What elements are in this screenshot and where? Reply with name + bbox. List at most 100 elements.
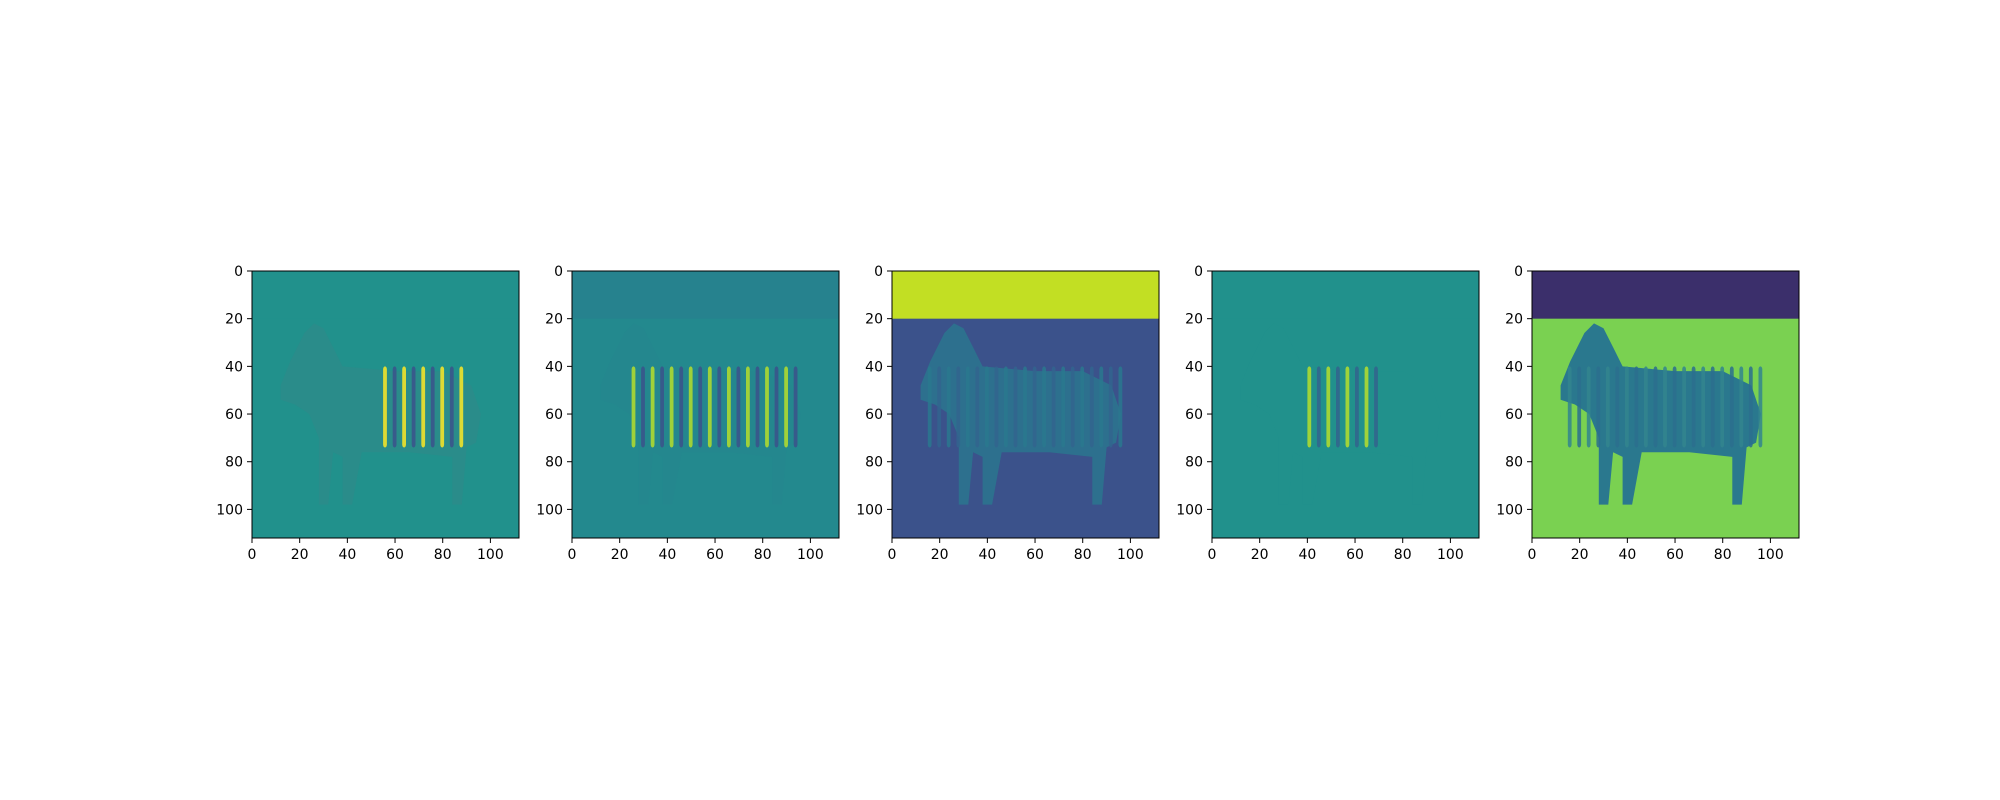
- zebra-stripe: [1013, 366, 1018, 448]
- x-tick-label: 40: [1298, 547, 1316, 563]
- axes-frame: [1531, 270, 1800, 539]
- x-tick-label: 40: [658, 547, 676, 563]
- zebra-silhouette: [1560, 323, 1761, 505]
- y-tick-label: 40: [865, 359, 883, 375]
- zebra-stripe: [937, 366, 942, 448]
- zebra-stripe: [383, 366, 387, 448]
- axes-frame: [251, 270, 520, 539]
- x-tick-label: 40: [1618, 547, 1636, 563]
- zebra-stripe: [717, 366, 722, 448]
- zebra-stripe: [641, 366, 645, 448]
- x-tick-label: 100: [1757, 547, 1784, 563]
- x-tick-label: 60: [1666, 547, 1684, 563]
- zebra-stripe: [421, 366, 426, 448]
- zebra-stripe: [994, 366, 999, 448]
- zebra-stripe: [1739, 366, 1744, 448]
- heatmap-panel-1: 0 20 40 60 80 100 0 20 40 60 80 100: [216, 264, 520, 563]
- y-tick-label: 80: [1505, 455, 1523, 471]
- zebra-stripe: [1051, 366, 1056, 448]
- zebra-stripe: [402, 366, 406, 448]
- zebra-stripe: [1720, 366, 1725, 448]
- zebra-stripe: [698, 366, 703, 448]
- y-tick-label: 60: [865, 407, 883, 423]
- zebra-stripe: [411, 366, 416, 448]
- y-tick-label: 100: [1496, 502, 1523, 518]
- x-tick-label: 20: [1251, 547, 1269, 563]
- heatmap-panel-2: 0 20 40 60 80 100 0 20 40 60 80 100: [536, 264, 840, 563]
- x-tick-label: 0: [568, 547, 577, 563]
- zebra-stripe: [755, 366, 760, 448]
- x-tick-label: 0: [888, 547, 897, 563]
- x-tick-label: 80: [1074, 547, 1092, 563]
- sky-region: [1532, 271, 1799, 319]
- x-tick-label: 100: [1437, 547, 1464, 563]
- x-tick-label: 80: [1394, 547, 1412, 563]
- zebra-stripe: [1316, 366, 1321, 448]
- y-tick-label: 0: [234, 264, 243, 280]
- y-tick-label: 20: [1505, 312, 1523, 328]
- zebra-stripe: [1748, 366, 1753, 448]
- zebra-stripe: [1336, 366, 1340, 448]
- zebra-stripe: [975, 366, 980, 448]
- x-tick-label: 60: [386, 547, 404, 563]
- panels: 0 20 40 60 80 100 0 20 40 60 80 100 0 20 40 60 80 100 0 20 4…: [216, 264, 1800, 563]
- zebra-stripe: [1326, 366, 1331, 448]
- x-tick-label: 80: [754, 547, 772, 563]
- y-tick-label: 100: [216, 502, 243, 518]
- zebra-stripe: [669, 366, 674, 448]
- sky-region: [252, 271, 519, 319]
- zebra-stripe: [946, 366, 951, 448]
- zebra-stripe: [1682, 366, 1686, 448]
- y-tick-label: 60: [1185, 407, 1203, 423]
- y-tick-label: 40: [225, 359, 243, 375]
- heatmap-panel-3: 0 20 40 60 80 100 0 20 40 60 80 100: [856, 264, 1160, 563]
- y-tick-label: 20: [1185, 312, 1203, 328]
- sky-region: [1212, 271, 1479, 319]
- zebra-stripe: [1345, 366, 1350, 448]
- zebra-stripe: [440, 366, 445, 448]
- zebra-stripe: [1108, 366, 1113, 448]
- y-tick-label: 0: [874, 264, 883, 280]
- zebra-stripe: [1586, 366, 1591, 448]
- axes-frame: [891, 270, 1160, 539]
- y-tick-label: 20: [225, 312, 243, 328]
- zebra-stripe: [1004, 366, 1008, 448]
- x-tick-label: 100: [1117, 547, 1144, 563]
- sky-region: [572, 271, 839, 319]
- zebra-stripe: [459, 366, 464, 448]
- y-tick-label: 80: [1185, 455, 1203, 471]
- zebra-stripe: [1089, 366, 1094, 448]
- zebra-stripe: [1070, 366, 1075, 448]
- heatmap-image: [892, 271, 1159, 538]
- x-tick-label: 100: [797, 547, 824, 563]
- zebra-stripe: [449, 366, 454, 448]
- zebra-stripe: [1701, 366, 1706, 448]
- zebra-stripe: [956, 366, 961, 448]
- zebra-silhouette: [280, 323, 481, 505]
- y-tick-label: 0: [1514, 264, 1523, 280]
- zebra-stripe: [707, 366, 712, 448]
- zebra-stripe: [965, 366, 970, 448]
- y-tick-label: 80: [545, 455, 563, 471]
- zebra-stripe: [1099, 366, 1104, 448]
- zebra-stripe: [1355, 366, 1359, 448]
- zebra-stripe: [1042, 366, 1046, 448]
- zebra-stripe: [1710, 366, 1715, 448]
- zebra-stripe: [1644, 366, 1648, 448]
- y-tick-label: 20: [545, 312, 563, 328]
- zebra-stripe: [660, 366, 664, 448]
- heatmap-image: [1212, 271, 1479, 538]
- zebra-stripe: [1615, 366, 1620, 448]
- y-tick-label: 0: [554, 264, 563, 280]
- zebra-stripe: [765, 366, 769, 448]
- zebra-stripe: [650, 366, 655, 448]
- zebra-stripe: [1118, 366, 1123, 448]
- zebra-stripe: [1080, 366, 1085, 448]
- x-tick-label: 20: [611, 547, 629, 563]
- zebra-stripe: [793, 366, 798, 448]
- y-tick-label: 80: [225, 455, 243, 471]
- zebra-stripe: [1634, 366, 1639, 448]
- y-tick-label: 60: [545, 407, 563, 423]
- y-tick-label: 60: [1505, 407, 1523, 423]
